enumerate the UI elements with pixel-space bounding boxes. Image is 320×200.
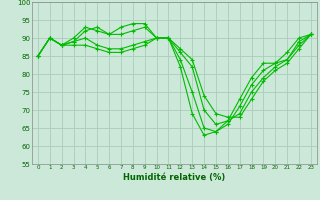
X-axis label: Humidité relative (%): Humidité relative (%) (123, 173, 226, 182)
